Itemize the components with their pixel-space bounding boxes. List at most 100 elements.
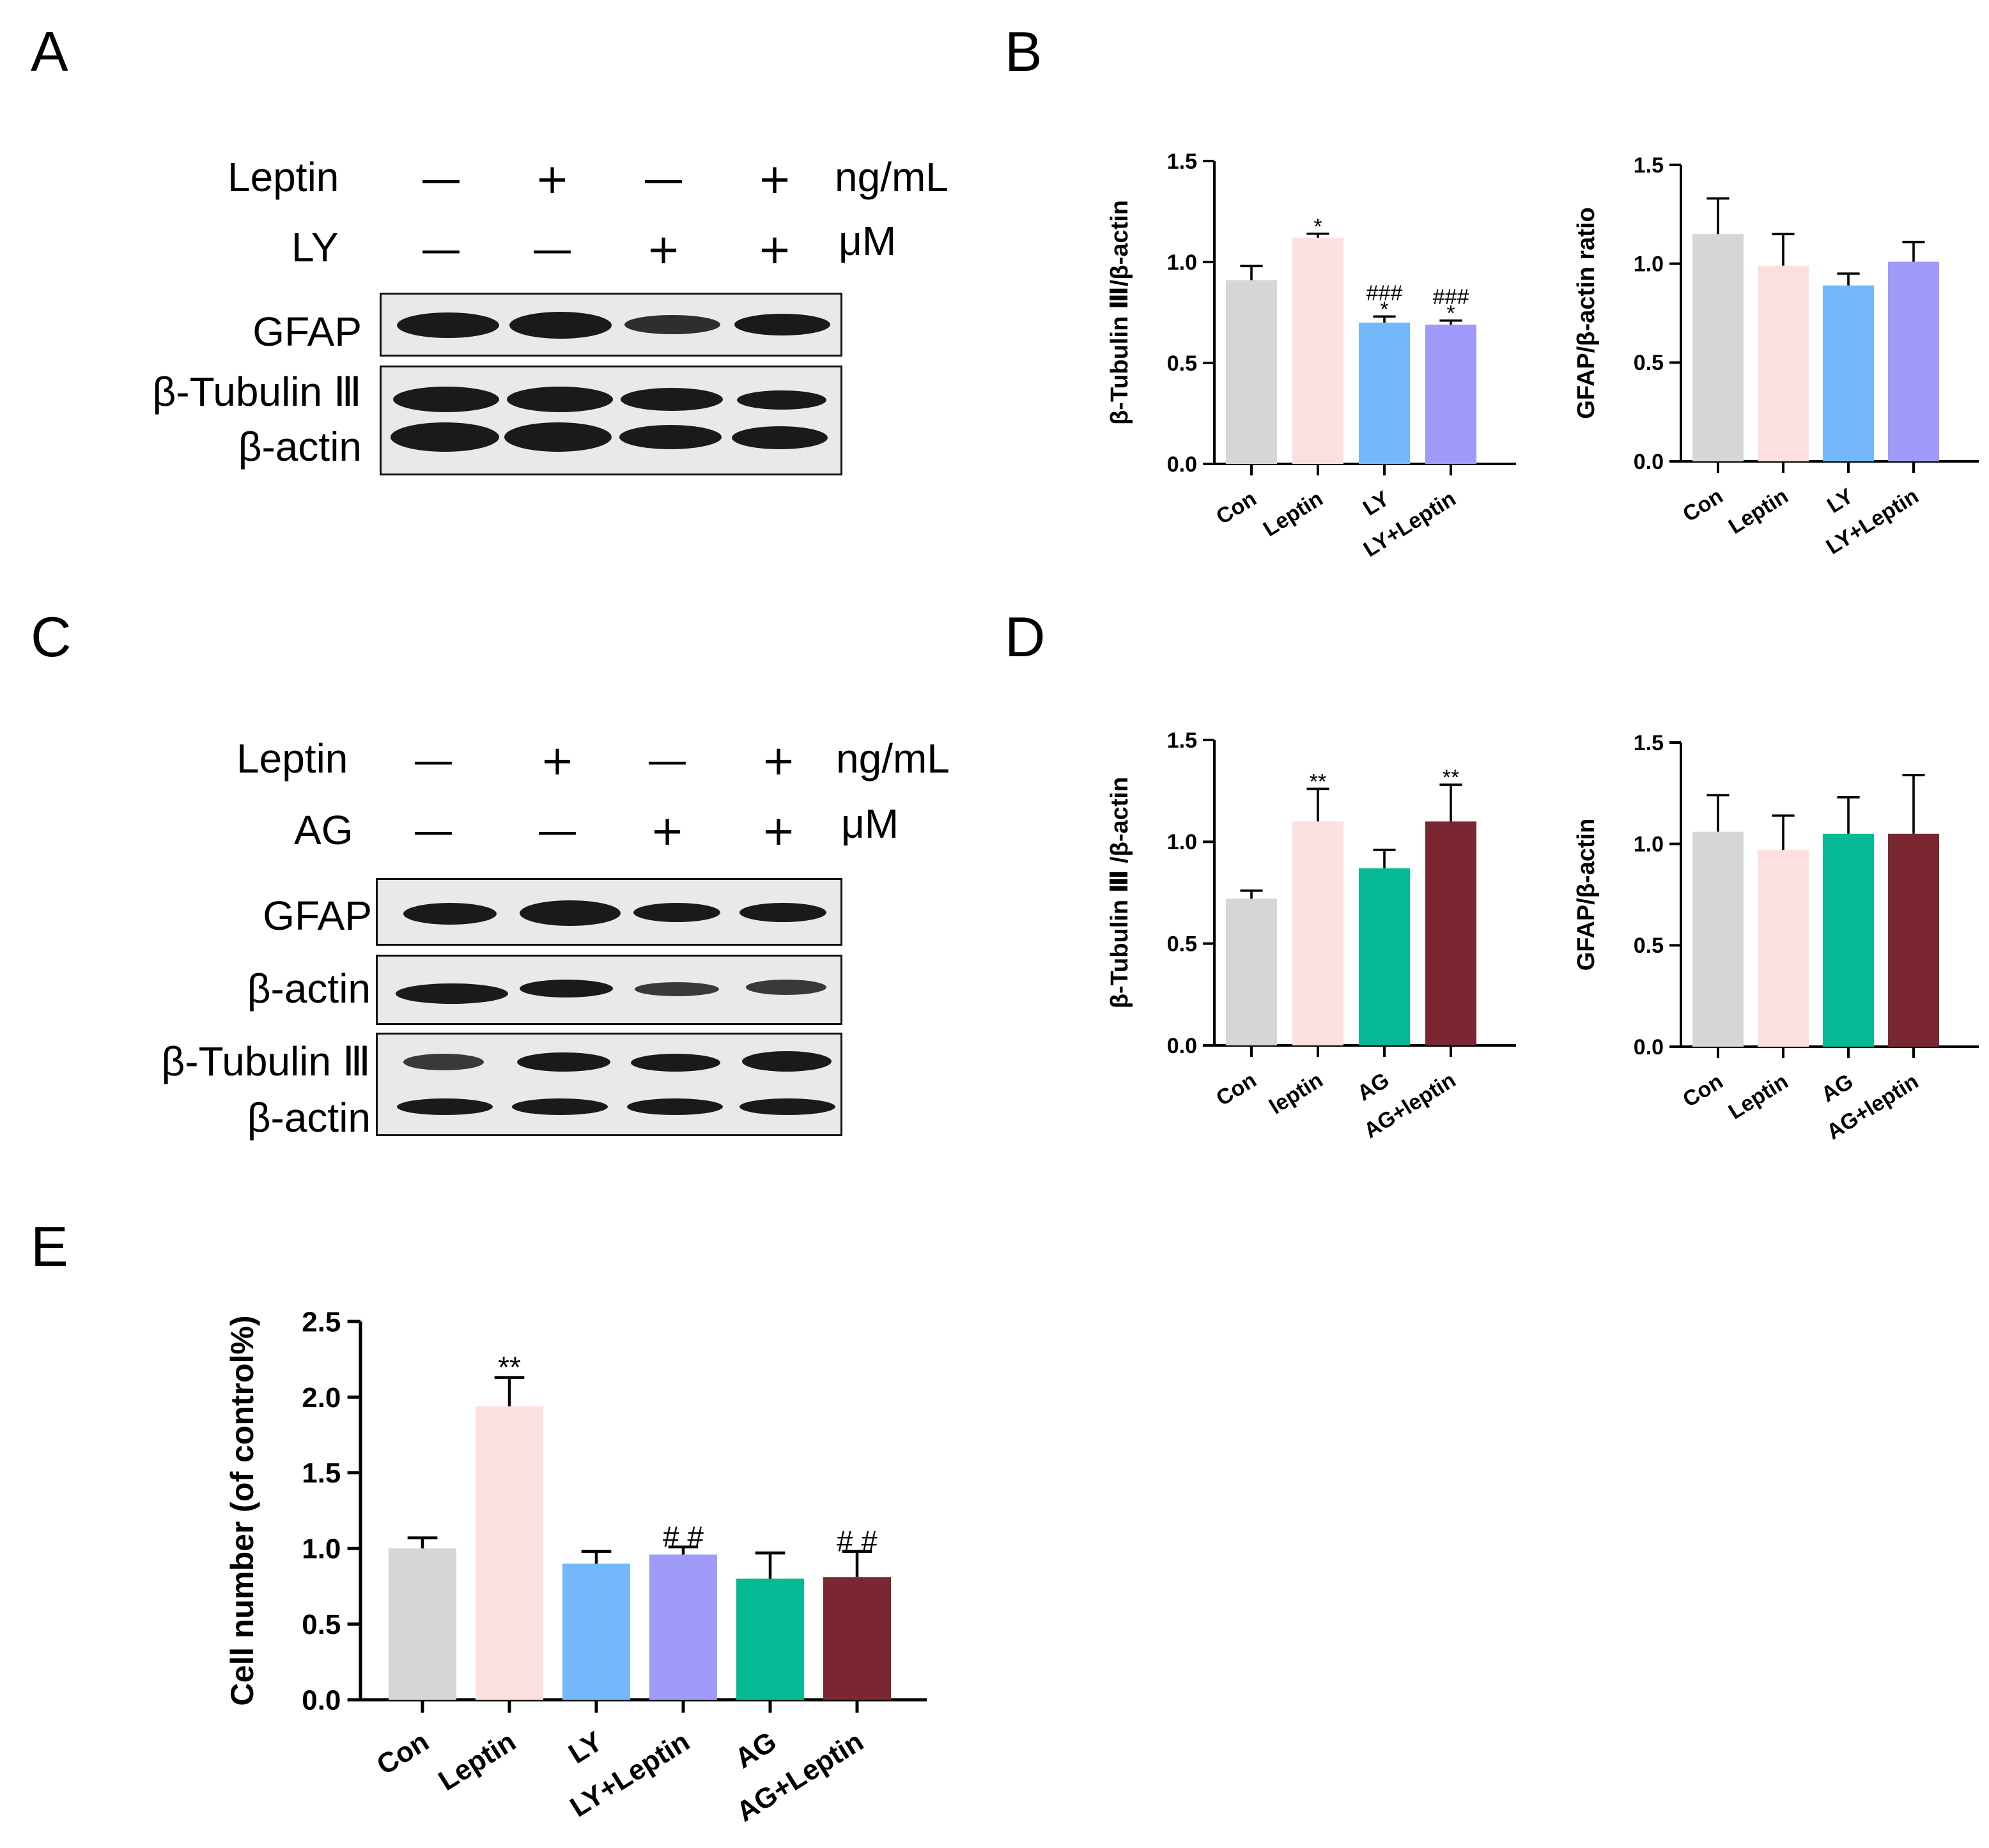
bar bbox=[1226, 280, 1277, 464]
y-axis-label: β-Tubulin Ⅲ/β-actin bbox=[1106, 200, 1133, 425]
treatment-unit: ng/mL bbox=[836, 735, 950, 782]
y-tick-label: 1.5 bbox=[1634, 731, 1664, 755]
bar bbox=[389, 1548, 456, 1700]
blot-row-label: GFAP bbox=[263, 893, 372, 939]
treatment-sign: — bbox=[537, 808, 578, 855]
band bbox=[509, 312, 612, 339]
panel-label-c: C bbox=[31, 605, 72, 668]
y-tick-label: 0.5 bbox=[302, 1609, 341, 1640]
y-tick-label: 1.5 bbox=[1167, 728, 1197, 753]
band bbox=[393, 387, 499, 412]
treatment-sign: + bbox=[757, 226, 792, 273]
treatment-sign: + bbox=[650, 808, 685, 855]
blot-strip-gfap bbox=[380, 293, 842, 357]
band bbox=[619, 425, 722, 449]
band bbox=[512, 1098, 608, 1115]
band bbox=[746, 980, 826, 995]
treatment-name-ly: LY bbox=[291, 224, 339, 270]
panel-label-a: A bbox=[31, 20, 68, 83]
treatment-sign: — bbox=[413, 737, 454, 785]
bar bbox=[736, 1578, 804, 1700]
blot-row-label: β-actin bbox=[238, 424, 362, 470]
bar bbox=[476, 1406, 543, 1700]
band bbox=[391, 422, 499, 452]
treatment-sign: + bbox=[761, 737, 796, 785]
band bbox=[507, 387, 613, 412]
y-axis-label: Cell number (of control%) bbox=[224, 1315, 260, 1706]
band bbox=[520, 900, 621, 926]
x-tick-label: Leptin bbox=[1259, 486, 1327, 541]
treatment-sign: — bbox=[421, 226, 461, 273]
band bbox=[633, 903, 720, 922]
bar bbox=[1758, 850, 1809, 1047]
band bbox=[739, 1098, 835, 1115]
band bbox=[734, 314, 830, 335]
treatment-sign: — bbox=[532, 226, 573, 273]
band bbox=[517, 1052, 610, 1072]
y-tick-label: 0.5 bbox=[1167, 351, 1197, 376]
blot-row-label: β-actin bbox=[247, 966, 371, 1012]
y-axis-label: GFAP/β-actin ratio bbox=[1573, 207, 1600, 419]
band bbox=[737, 390, 826, 410]
y-tick-label: 0.0 bbox=[1634, 1035, 1664, 1059]
blot-strip-tubulin-actin bbox=[376, 1033, 842, 1136]
treatment-sign: — bbox=[643, 156, 684, 203]
x-tick-label: LY bbox=[1359, 486, 1394, 521]
treatment-name-leptin: Leptin bbox=[236, 735, 348, 782]
blot-row-label: β-Tubulin Ⅲ bbox=[161, 1038, 371, 1084]
bar bbox=[1888, 833, 1939, 1047]
y-tick-label: 1.5 bbox=[302, 1458, 341, 1489]
x-tick-label: Leptin bbox=[1724, 1069, 1793, 1124]
bar bbox=[1292, 238, 1343, 464]
treatment-unit: ng/mL bbox=[835, 154, 948, 200]
bar bbox=[1692, 234, 1744, 461]
significance-marker: ** bbox=[1310, 769, 1326, 794]
y-tick-label: 0.5 bbox=[1167, 932, 1197, 957]
x-tick-label: AG bbox=[1817, 1069, 1857, 1107]
y-tick-label: 1.0 bbox=[1167, 250, 1197, 275]
treatment-name-leptin: Leptin bbox=[228, 154, 339, 200]
y-tick-label: 1.0 bbox=[1634, 252, 1664, 277]
significance-marker: ### bbox=[1366, 281, 1403, 305]
treatment-sign: + bbox=[757, 156, 792, 203]
band bbox=[732, 426, 828, 449]
band bbox=[397, 312, 499, 338]
treatment-sign: + bbox=[535, 156, 569, 203]
y-tick-label: 0.0 bbox=[1634, 450, 1664, 474]
bar bbox=[1359, 868, 1410, 1045]
y-axis-label: β-Tubulin Ⅲ /β-actin bbox=[1106, 777, 1133, 1008]
x-tick-label: LY bbox=[563, 1726, 608, 1770]
y-tick-label: 1.5 bbox=[1167, 150, 1197, 174]
significance-marker: ** bbox=[498, 1351, 521, 1384]
band bbox=[520, 980, 613, 997]
blot-strip-tubulin-actin bbox=[380, 366, 842, 475]
treatment-sign: — bbox=[421, 156, 461, 203]
blot-row-label: β-actin bbox=[247, 1095, 371, 1141]
band bbox=[396, 983, 508, 1004]
treatment-sign: — bbox=[413, 808, 454, 855]
bar bbox=[1758, 265, 1809, 461]
bar bbox=[1823, 285, 1874, 461]
y-tick-label: 0.5 bbox=[1634, 351, 1664, 375]
band bbox=[627, 1098, 723, 1115]
y-tick-label: 0.0 bbox=[302, 1684, 341, 1716]
significance-marker: * bbox=[1313, 215, 1322, 239]
panel-label-e: E bbox=[31, 1215, 68, 1278]
band bbox=[624, 315, 720, 334]
x-tick-label: leptin bbox=[1265, 1068, 1327, 1119]
blot-strip-actin bbox=[376, 955, 842, 1025]
treatment-unit: μM bbox=[841, 801, 899, 847]
bar bbox=[1226, 898, 1277, 1045]
x-tick-label: Con bbox=[1212, 1068, 1260, 1111]
treatment-sign: + bbox=[540, 737, 575, 785]
band bbox=[621, 388, 723, 411]
significance-marker: * bbox=[1380, 297, 1388, 321]
y-tick-label: 2.5 bbox=[302, 1306, 341, 1337]
panel-label-b: B bbox=[1005, 20, 1042, 83]
x-tick-label: AG bbox=[730, 1726, 782, 1775]
significance-marker: ### bbox=[1433, 285, 1469, 309]
bar bbox=[1692, 831, 1744, 1047]
y-tick-label: 1.0 bbox=[1167, 830, 1197, 854]
significance-marker: # # bbox=[663, 1520, 704, 1553]
x-tick-label: Leptin bbox=[433, 1726, 522, 1797]
